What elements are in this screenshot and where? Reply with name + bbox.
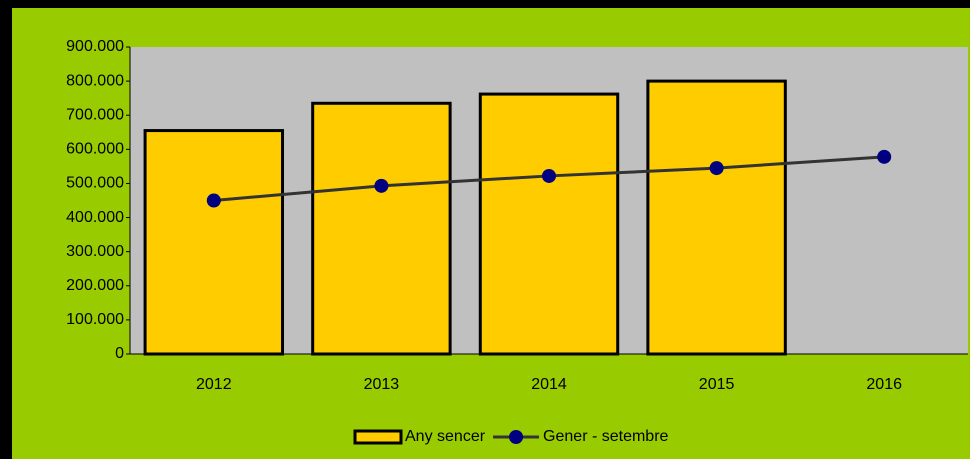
bar xyxy=(646,79,787,356)
marker xyxy=(374,178,389,193)
y-tick-label: 600.000 xyxy=(66,141,124,158)
x-tick-label: 2015 xyxy=(699,376,735,393)
y-tick-label: 400.000 xyxy=(66,209,124,226)
y-tick-label: 500.000 xyxy=(66,175,124,192)
x-tick-label: 2016 xyxy=(866,376,902,393)
y-tick-label: 900.000 xyxy=(66,38,124,55)
marker xyxy=(709,161,724,176)
y-tick-label: 100.000 xyxy=(66,311,124,328)
y-tick-label: 300.000 xyxy=(66,243,124,260)
y-tick-label: 200.000 xyxy=(66,277,124,294)
legend-label: Gener - setembre xyxy=(543,428,668,445)
y-tick-label: 0 xyxy=(115,345,124,362)
bar xyxy=(143,129,285,356)
bar xyxy=(478,92,620,356)
legend-label: Any sencer xyxy=(405,428,486,445)
y-tick-label: 800.000 xyxy=(66,72,124,89)
x-tick-label: 2012 xyxy=(196,376,232,393)
marker xyxy=(206,193,221,208)
legend-marker xyxy=(509,430,524,444)
y-tick-label: 700.000 xyxy=(66,106,124,123)
x-tick-label: 2014 xyxy=(531,376,567,393)
marker xyxy=(877,149,892,164)
legend-swatch xyxy=(353,429,403,445)
bar xyxy=(311,101,452,356)
x-tick-label: 2013 xyxy=(364,376,400,393)
marker xyxy=(542,168,556,183)
